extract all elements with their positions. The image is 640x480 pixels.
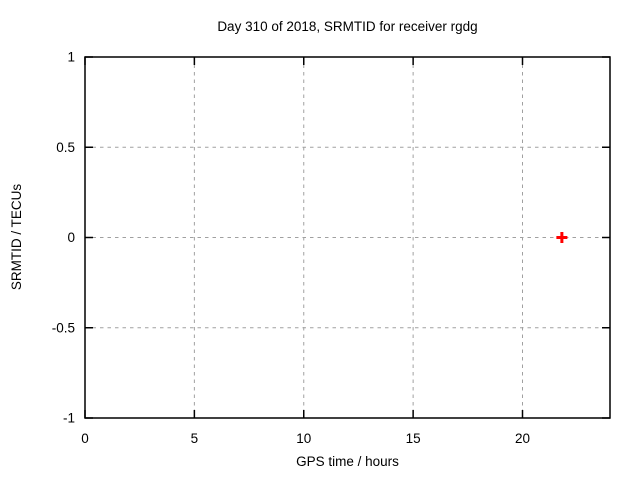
- y-tick-label: -0.5: [52, 320, 75, 335]
- x-tick-label: 5: [191, 431, 199, 446]
- y-tick-label: 0: [67, 230, 75, 245]
- chart-title: Day 310 of 2018, SRMTID for receiver rgd…: [217, 19, 478, 34]
- x-tick-label: 20: [515, 431, 530, 446]
- x-tick-label: 0: [81, 431, 89, 446]
- x-tick-label: 15: [406, 431, 421, 446]
- x-axis-label: GPS time / hours: [296, 454, 399, 469]
- x-tick-label: 10: [296, 431, 311, 446]
- y-tick-label: -1: [63, 411, 75, 426]
- y-tick-label: 0.5: [56, 140, 75, 155]
- y-tick-label: 1: [67, 50, 75, 65]
